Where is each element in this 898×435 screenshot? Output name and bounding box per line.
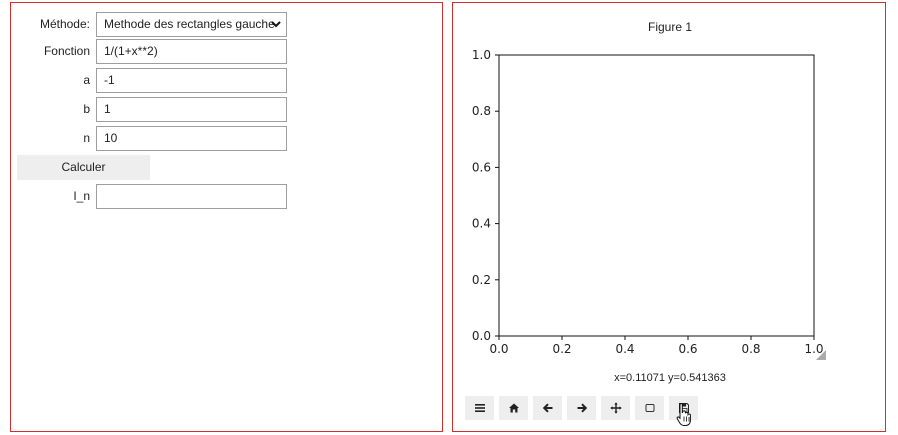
axes-frame [498, 54, 815, 337]
plot-area[interactable]: 0.0 0.2 0.4 0.6 0.8 1.0 0.0 0.2 0.4 0.6 0.8 1.0 [453, 3, 885, 371]
cursor-coordinates: x=0.11071 y=0.541363 [614, 372, 726, 384]
n-input[interactable]: 10 [96, 125, 287, 151]
in-output[interactable] [96, 183, 287, 209]
x-tick-label: 1.0 [804, 342, 823, 356]
back-arrow-icon [542, 403, 552, 413]
methode-label: Méthode: [39, 17, 90, 31]
forward-button[interactable] [567, 396, 596, 420]
zoom-rect-icon [645, 404, 654, 412]
x-tick-label: 0.2 [552, 342, 571, 356]
a-label: a [83, 73, 90, 87]
in-label: I_n [73, 189, 90, 203]
methode-select[interactable]: Methode des rectangles gauche [96, 11, 287, 37]
b-value: 1 [104, 101, 111, 116]
a-value: -1 [104, 72, 115, 87]
x-tick-label: 0.8 [741, 342, 760, 356]
calculer-button[interactable]: Calculer [17, 155, 150, 180]
menu-button[interactable] [465, 396, 494, 420]
x-tick-label: 0.0 [489, 342, 508, 356]
n-value: 10 [104, 130, 118, 145]
pan-button[interactable] [601, 396, 630, 420]
fonction-label: Fonction [43, 44, 90, 58]
menu-icon [474, 404, 485, 412]
y-tick-label: 0.6 [472, 160, 491, 174]
zoom-button[interactable] [635, 396, 664, 420]
y-tick-label: 1.0 [472, 48, 491, 62]
figure-panel: Figure 1 0.0 0.2 0.4 0.6 0.8 1.0 0.0 0.2 0.4 0.6 0… [452, 2, 886, 432]
a-input[interactable]: -1 [96, 67, 287, 93]
y-tick-label: 0.4 [472, 217, 491, 231]
y-tick-label: 0.2 [472, 273, 491, 287]
x-tick-label: 0.6 [678, 342, 697, 356]
forward-arrow-icon [577, 403, 587, 413]
back-button[interactable] [533, 396, 562, 420]
b-input[interactable]: 1 [96, 96, 287, 122]
methode-value: Methode des rectangles gauche [104, 16, 275, 31]
home-button[interactable] [499, 396, 528, 420]
resize-handle-icon[interactable] [816, 350, 826, 360]
chevron-down-icon [271, 20, 281, 27]
b-label: b [83, 102, 90, 116]
form-panel: Méthode: Methode des rectangles gauche F… [10, 2, 443, 432]
pan-icon [610, 402, 621, 414]
hand-cursor-icon [676, 403, 691, 426]
axis-ticks: 0.0 0.2 0.4 0.6 0.8 1.0 0.0 0.2 0.4 0.6 0.8 1.0 [472, 48, 824, 356]
y-tick-label: 0.8 [472, 104, 491, 118]
fonction-input[interactable]: 1/(1+x**2) [96, 38, 287, 64]
figure-title: Figure 1 [647, 20, 693, 34]
x-tick-label: 0.4 [615, 342, 634, 356]
home-icon [508, 403, 519, 413]
y-tick-label: 0.0 [472, 329, 491, 343]
fonction-value: 1/(1+x**2) [104, 43, 158, 58]
n-label: n [83, 131, 90, 145]
